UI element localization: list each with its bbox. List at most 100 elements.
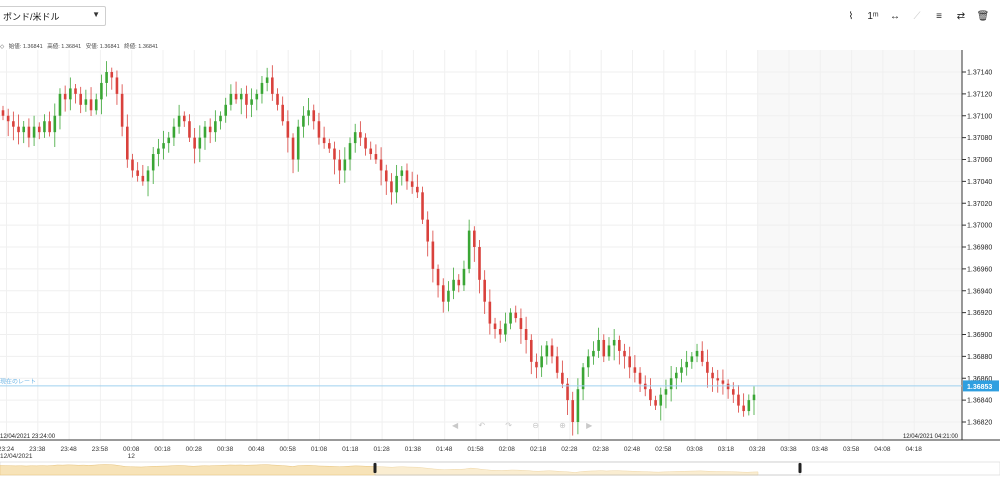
candle-body	[737, 394, 740, 406]
ohlc-open: 始値: 1.36841	[8, 44, 43, 50]
trash-icon[interactable]: 🗑	[976, 11, 990, 22]
candle	[208, 118, 212, 144]
candle	[607, 337, 611, 361]
candle	[115, 70, 119, 105]
candle-body	[628, 356, 631, 368]
candle	[483, 270, 486, 314]
candle-body	[353, 132, 357, 144]
candle	[452, 267, 455, 300]
candle	[265, 67, 269, 92]
candle	[498, 320, 502, 343]
candle	[436, 264, 440, 298]
candle	[680, 359, 683, 383]
candle	[571, 391, 575, 436]
candle-body	[198, 137, 202, 149]
candle	[302, 106, 305, 138]
candle-body	[208, 126, 212, 133]
candle	[260, 75, 264, 104]
candle-body	[348, 143, 352, 160]
candle-body	[291, 137, 295, 160]
candle	[586, 349, 590, 377]
candle-body	[410, 181, 414, 187]
candle	[94, 93, 98, 115]
candle	[53, 103, 57, 148]
candle-body	[649, 389, 652, 401]
candle	[37, 122, 41, 140]
candle-body	[509, 312, 512, 324]
x-tick-label: 00:08	[123, 446, 140, 453]
chevron-down-icon: ▼	[92, 10, 100, 19]
candle	[105, 61, 108, 97]
candle-body	[250, 99, 253, 105]
draw-line-icon[interactable]: ⟋	[913, 11, 921, 22]
candle-body	[447, 290, 450, 302]
candle-body	[105, 72, 108, 83]
candle-body	[12, 121, 15, 127]
candle-body	[307, 110, 310, 116]
candle	[146, 166, 150, 197]
candle	[695, 343, 699, 363]
candle	[504, 312, 507, 342]
candle-body	[182, 115, 186, 122]
candle-body	[322, 137, 326, 144]
x-tick-label: 02:38	[593, 446, 610, 453]
candle	[447, 281, 450, 312]
candle	[462, 260, 466, 291]
candle	[628, 346, 631, 379]
candle-body	[53, 115, 57, 133]
candle	[188, 114, 191, 142]
candle-body	[177, 115, 181, 127]
x-tick-label: 04:18	[906, 446, 923, 453]
candle-body	[514, 312, 518, 319]
x-tick-label: 03:38	[780, 446, 797, 453]
candle	[711, 367, 714, 392]
candle	[22, 121, 26, 144]
chart-nav-controls[interactable]: ◀ ↶ ↷ ⊖ ⊕ ▶	[452, 421, 602, 430]
candle	[1, 105, 5, 121]
instrument-selector[interactable]: ポンド/米ドル ▼	[0, 6, 106, 26]
y-tick-label: 1.36840	[967, 398, 992, 405]
candle-body	[405, 170, 409, 182]
candle	[343, 147, 347, 183]
candle-body	[333, 148, 336, 160]
current-rate-tag	[963, 380, 999, 392]
indicators-icon[interactable]: ≡	[936, 11, 942, 22]
crosshair-icon[interactable]: ↔	[890, 11, 900, 22]
candle	[43, 114, 46, 138]
candle	[162, 130, 165, 160]
candle	[17, 114, 20, 145]
candle-body	[395, 175, 398, 193]
range-end-label: 12/04/2021 04:21:00	[903, 434, 959, 440]
candle-body	[255, 93, 259, 100]
candle-body	[669, 378, 673, 390]
chart-tools: ⌇ 1ᵐ ↔ ⟋ ≡ ⇄ 🗑	[840, 9, 994, 25]
candle	[198, 125, 202, 163]
compare-icon[interactable]: ⇄	[956, 11, 966, 22]
future-area	[757, 50, 962, 440]
chart-type-icon[interactable]: ⌇	[848, 11, 854, 22]
candle-body	[607, 345, 611, 357]
candle	[540, 345, 543, 377]
candle	[529, 334, 533, 375]
candle	[721, 369, 725, 395]
instrument-label: ポンド/米ドル	[3, 12, 60, 22]
ohlc-marker-icon: ◇	[0, 44, 5, 50]
candle	[100, 74, 103, 115]
x-tick-label: 00:38	[217, 446, 234, 453]
candle-body	[576, 389, 580, 422]
candle-body	[752, 394, 756, 401]
x-tick-label: 01:18	[342, 446, 359, 453]
x-tick-label: 23:58	[92, 446, 109, 453]
x-tick-label: 03:18	[718, 446, 735, 453]
current-rate-value: 1.36853	[967, 384, 992, 391]
interval-icon[interactable]: 1ᵐ	[867, 11, 879, 22]
candle-body	[157, 148, 160, 155]
candle-body	[680, 367, 683, 373]
candle-body	[203, 126, 207, 138]
candle-body	[519, 318, 523, 330]
candle-body	[726, 383, 730, 390]
candle-body	[43, 121, 46, 133]
candle-body	[483, 279, 486, 302]
candle-body	[716, 378, 720, 381]
